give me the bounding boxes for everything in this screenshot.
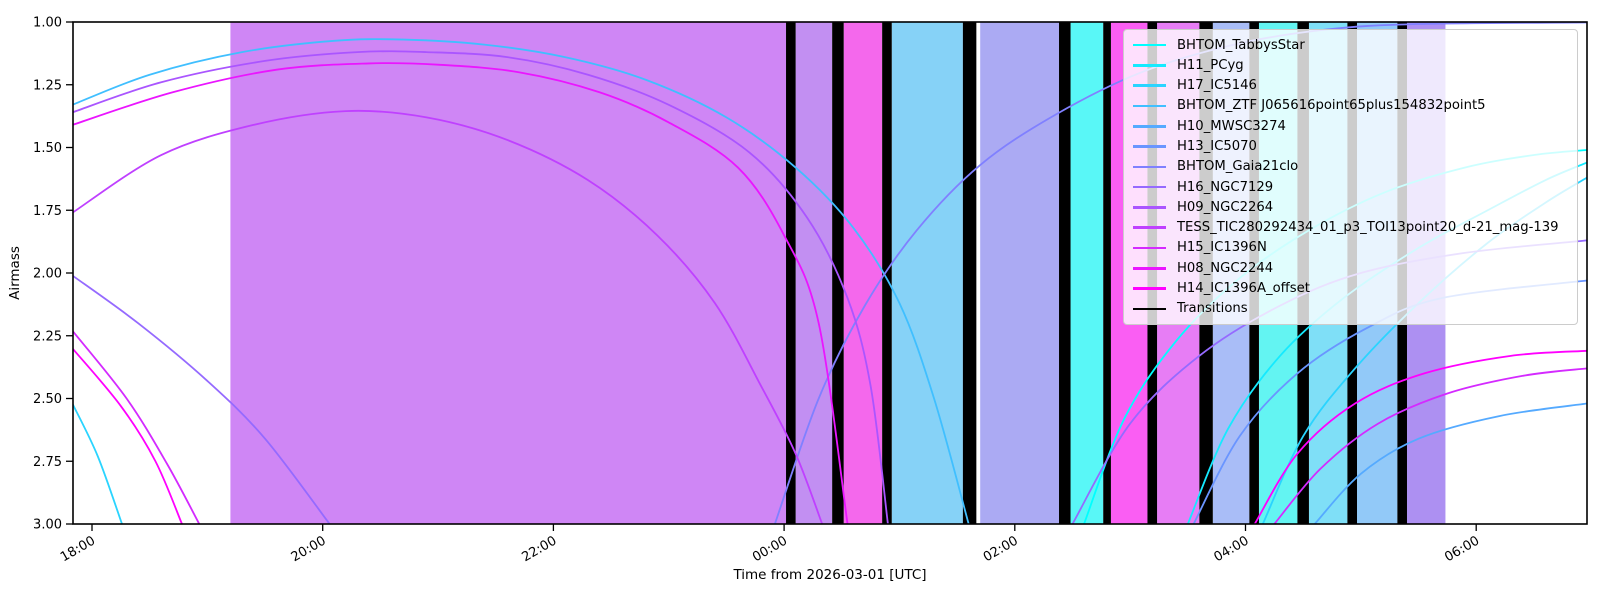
- legend-line-swatch: [1133, 266, 1166, 270]
- legend-entry-H11_PCyg: H11_PCyg: [1133, 55, 1568, 75]
- observation-blocks-layer: [230, 22, 1446, 524]
- legend-label: H16_NGC7129: [1177, 179, 1274, 195]
- y-tick-label: 2.00: [33, 267, 62, 282]
- observation-block-BHTOM_TabbysStar: [1070, 22, 1104, 524]
- legend-entry-H15_IC1396N: H15_IC1396N: [1133, 238, 1568, 258]
- legend-entry-H13_IC5070: H13_IC5070: [1133, 137, 1568, 157]
- x-tick-label: 02:00: [981, 533, 1021, 565]
- legend-entry-BHTOM_Gaia21clo: BHTOM_Gaia21clo: [1133, 157, 1568, 177]
- transition-bar: [1059, 22, 1071, 524]
- legend-label: TESS_TIC280292434_01_p3_TOI13point20_d-2…: [1177, 220, 1559, 236]
- airmass-curve-H17_IC5146: [73, 402, 123, 524]
- observation-block-H08_NGC2244: [843, 22, 883, 524]
- legend-label: H17_IC5146: [1177, 78, 1257, 94]
- legend-line-swatch: [1133, 43, 1166, 47]
- legend-line-swatch: [1133, 206, 1166, 209]
- legend-entry-H10_MWSC3274: H10_MWSC3274: [1133, 116, 1568, 136]
- legend-label: BHTOM_ZTF J065616point65plus154832point5: [1177, 98, 1486, 114]
- legend-line-swatch: [1133, 124, 1166, 128]
- y-tick-label: 2.75: [33, 455, 62, 470]
- airmass-curve-H16_NGC7129: [73, 274, 331, 524]
- legend-entry-H09_NGC2264: H09_NGC2264: [1133, 197, 1568, 217]
- chart-legend: BHTOM_TabbysStar H11_PCyg H17_IC5146 BHTOM_…: [1123, 29, 1578, 325]
- legend-label: H11_PCyg: [1177, 57, 1244, 73]
- transition-bar: [1103, 22, 1111, 524]
- legend-line-swatch: [1133, 185, 1166, 189]
- airmass-curve-H14_IC1396A_offset: [1253, 349, 1587, 524]
- observation-block-BHTOM_Gaia21clo: [980, 22, 1060, 524]
- x-tick-label: 22:00: [519, 533, 559, 565]
- airmass-curve-H09_NGC2264: [73, 50, 889, 524]
- legend-label: BHTOM_TabbysStar: [1177, 37, 1305, 53]
- legend-entry-H16_NGC7129: H16_NGC7129: [1133, 177, 1568, 197]
- y-tick-label: 2.50: [33, 392, 62, 407]
- legend-label: H13_IC5070: [1177, 138, 1257, 154]
- legend-line-swatch: [1133, 246, 1166, 250]
- legend-entry-TESS_TIC280292434_01_p3_TOI13point20_d-21_mag-139: TESS_TIC280292434_01_p3_TOI13point20_d-2…: [1133, 218, 1568, 238]
- observation-block-TESS_TIC280292434_01_p3_TOI13point20_d-21_mag-139: [230, 22, 787, 524]
- y-tick-label: 1.75: [33, 204, 62, 219]
- transition-bar: [882, 22, 892, 524]
- legend-line-swatch: [1133, 145, 1166, 148]
- legend-entry-BHTOM_ZTF J065616point65plus154832point5: BHTOM_ZTF J065616point65plus154832point5: [1133, 96, 1568, 116]
- y-axis-label: Airmass: [7, 246, 23, 300]
- transition-bar: [962, 22, 977, 524]
- legend-entry-H17_IC5146: H17_IC5146: [1133, 76, 1568, 96]
- legend-label: H14_IC1396A_offset: [1177, 280, 1310, 296]
- airmass-curve-H08_NGC2244: [73, 62, 849, 524]
- airmass-curve-H10_MWSC3274: [1313, 402, 1587, 524]
- legend-line-swatch: [1133, 226, 1166, 229]
- airmass-curve-BHTOM_ZTF J065616point65plus154832point5: [73, 38, 970, 524]
- legend-entry-BHTOM_TabbysStar: BHTOM_TabbysStar: [1133, 35, 1568, 55]
- legend-label: BHTOM_Gaia21clo: [1177, 159, 1299, 175]
- y-tick-label: 1.00: [33, 16, 62, 31]
- observation-block-BHTOM_ZTF J065616point65plus154832point5: [891, 22, 963, 524]
- legend-label: H09_NGC2264: [1177, 199, 1274, 215]
- legend-entry-Transitions: Transitions: [1133, 299, 1568, 319]
- legend-label: H15_IC1396N: [1177, 240, 1267, 256]
- airmass-curve-TESS_TIC280292434_01_p3_TOI13point20_d-21_mag-139: [73, 109, 824, 524]
- legend-line-swatch: [1133, 165, 1166, 169]
- y-tick-label: 3.00: [33, 518, 62, 533]
- observation-block-H09_NGC2264: [795, 22, 833, 524]
- airmass-curve-BHTOM_Gaia21clo: [773, 22, 1587, 524]
- legend-entry-H14_IC1396A_offset: H14_IC1396A_offset: [1133, 279, 1568, 299]
- x-tick-label: 00:00: [750, 533, 790, 565]
- transition-bar: [786, 22, 796, 524]
- airmass-curve-H15_IC1396N: [73, 330, 201, 524]
- legend-line-swatch: [1133, 307, 1166, 311]
- plot-border: [72, 21, 1588, 525]
- x-tick-label: 18:00: [58, 533, 98, 565]
- x-tick-label: 20:00: [289, 533, 329, 565]
- legend-entry-H08_NGC2244: H08_NGC2244: [1133, 258, 1568, 278]
- y-tick-label: 2.25: [33, 329, 62, 344]
- legend-label: Transitions: [1177, 301, 1248, 317]
- legend-label: H10_MWSC3274: [1177, 118, 1286, 134]
- legend-line-swatch: [1133, 287, 1166, 290]
- x-tick-label: 06:00: [1442, 533, 1482, 565]
- legend-label: H08_NGC2244: [1177, 260, 1274, 276]
- y-tick-label: 1.50: [33, 141, 62, 156]
- legend-line-swatch: [1133, 84, 1166, 87]
- airmass-curve-H15_IC1396N: [1273, 367, 1587, 524]
- legend-line-swatch: [1133, 104, 1166, 108]
- x-tick-label: 04:00: [1212, 533, 1252, 565]
- x-axis-label: Time from 2026-03-01 [UTC]: [732, 567, 926, 583]
- legend-line-swatch: [1133, 64, 1166, 67]
- airmass-curve-H14_IC1396A_offset: [73, 347, 183, 524]
- y-tick-label: 1.25: [33, 78, 62, 93]
